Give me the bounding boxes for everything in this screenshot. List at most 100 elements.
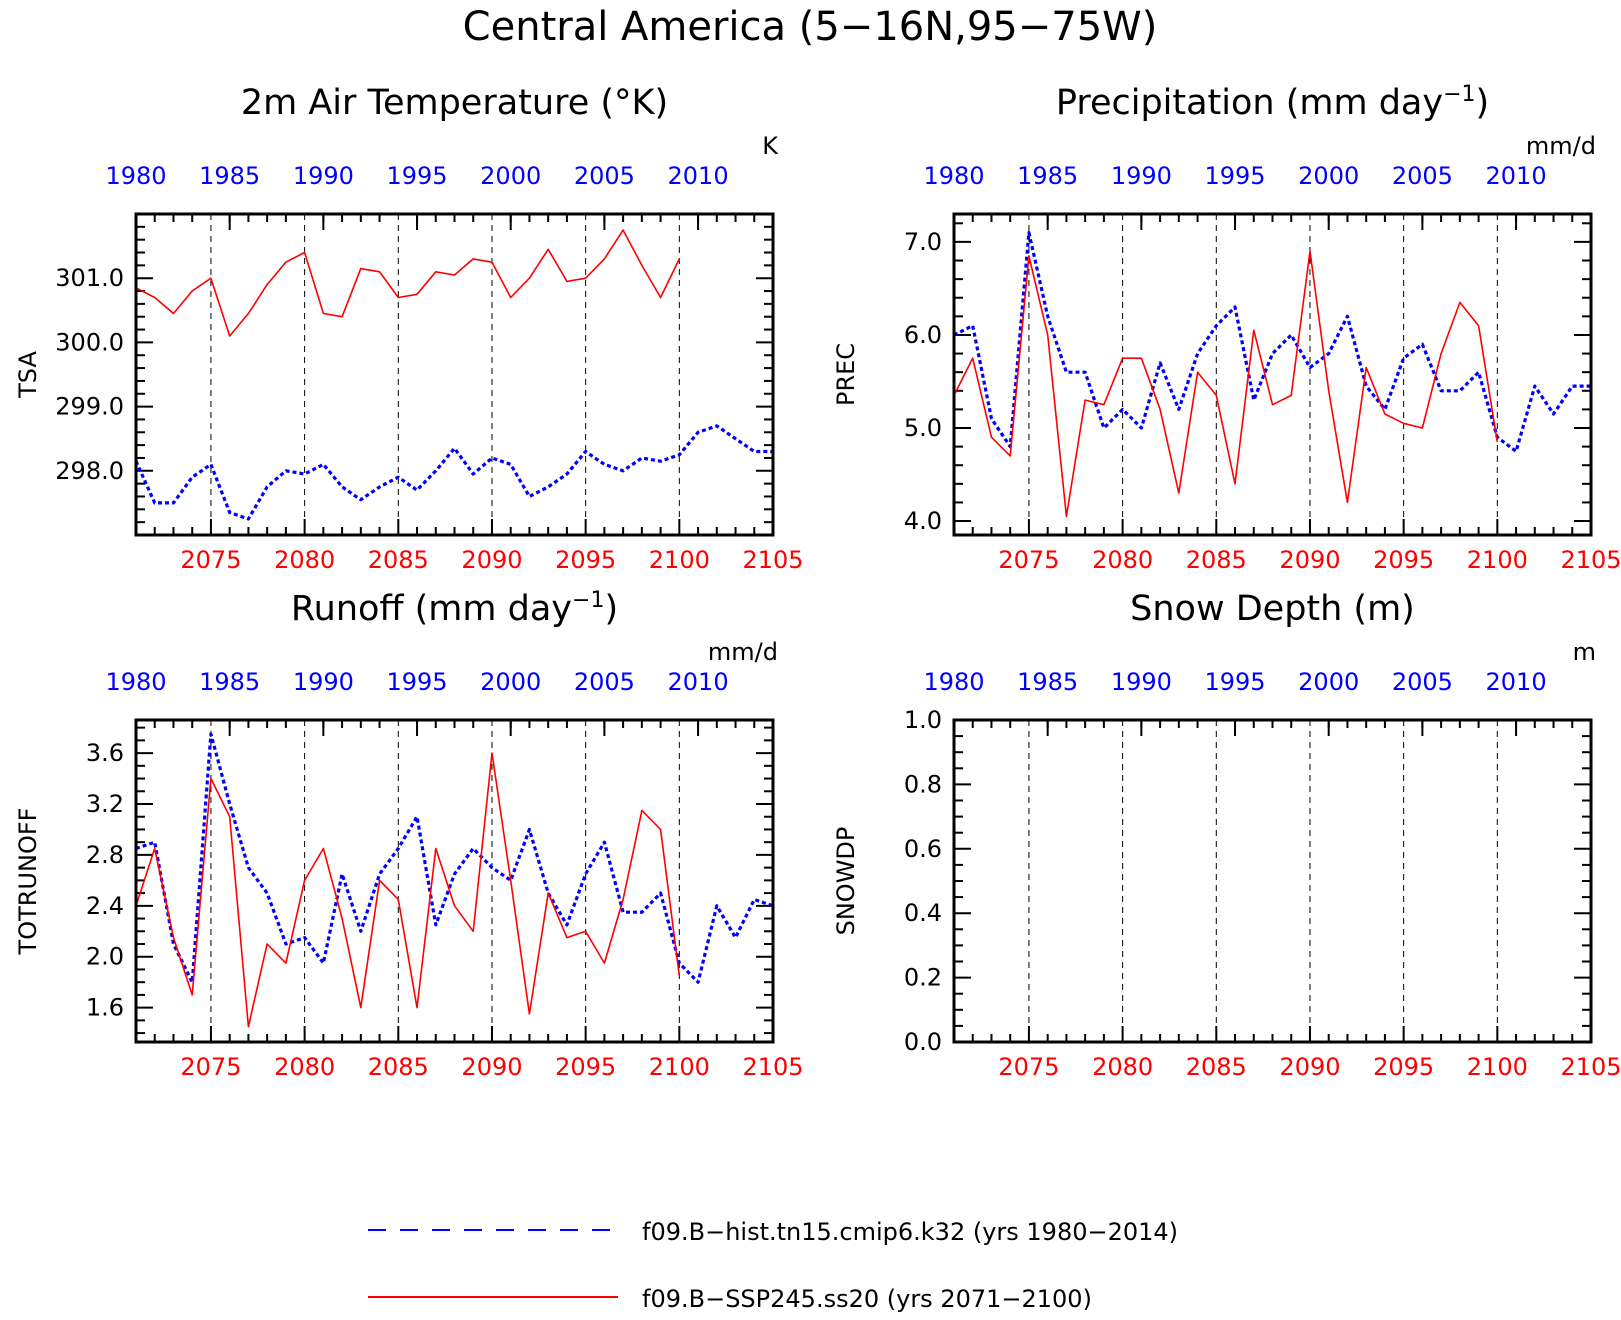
panel-snow: Snow Depth (m) m SNOWDP 2075 2080 2085 2090 209… bbox=[832, 589, 1621, 1081]
x-tick-label-top: 1980 bbox=[105, 668, 166, 696]
x-tick-label-top: 2005 bbox=[1392, 668, 1453, 696]
plot-frame bbox=[952, 718, 1593, 1044]
unit-label: K bbox=[762, 132, 779, 160]
x-tick-label-top: 1985 bbox=[199, 162, 260, 190]
panel-runoff: Runoff (mm day−1) mm/d TOTRUNOFF 2075 2080 20… bbox=[14, 588, 804, 1081]
y-axis-label: TSA bbox=[14, 351, 42, 399]
y-tick-label: 2.8 bbox=[86, 841, 124, 869]
legend-ssp-label: f09.B−SSP245.ss20 (yrs 2071−2100) bbox=[642, 1285, 1092, 1313]
x-tick-label-top: 1980 bbox=[105, 162, 166, 190]
x-tick-label-bottom: 2100 bbox=[649, 1053, 710, 1081]
x-tick-label-bottom: 2080 bbox=[274, 1053, 335, 1081]
unit-label: m bbox=[1573, 638, 1596, 666]
x-tick-label-top: 1990 bbox=[1111, 162, 1172, 190]
x-tick-label-top: 2000 bbox=[480, 668, 541, 696]
y-axis-label: SNOWDP bbox=[832, 827, 860, 936]
series-line-ssp bbox=[953, 250, 1499, 518]
y-tick-label: 0.8 bbox=[904, 770, 942, 798]
unit-label: mm/d bbox=[1526, 132, 1596, 160]
x-tick-label-bottom: 2095 bbox=[555, 546, 616, 574]
y-tick-label: 3.2 bbox=[86, 790, 124, 818]
y-tick-label: 2.0 bbox=[86, 943, 124, 971]
x-tick-label-bottom: 2090 bbox=[461, 1053, 522, 1081]
y-tick-label: 1.6 bbox=[86, 994, 124, 1022]
x-tick-label-bottom: 2085 bbox=[1186, 1053, 1247, 1081]
x-tick-label-top: 1990 bbox=[293, 162, 354, 190]
y-tick-label: 3.6 bbox=[86, 739, 124, 767]
x-tick-label-top: 2010 bbox=[1486, 668, 1547, 696]
x-tick-label-bottom: 2105 bbox=[742, 1053, 803, 1081]
x-tick-label-bottom: 2085 bbox=[368, 1053, 429, 1081]
x-tick-label-top: 2000 bbox=[480, 162, 541, 190]
plot-frame bbox=[134, 718, 775, 1044]
y-tick-label: 1.0 bbox=[904, 706, 942, 734]
y-tick-label: 5.0 bbox=[904, 414, 942, 442]
x-tick-label-bottom: 2090 bbox=[461, 546, 522, 574]
x-tick-label-top: 1990 bbox=[293, 668, 354, 696]
x-tick-label-top: 1980 bbox=[923, 162, 984, 190]
y-tick-label: 4.0 bbox=[904, 507, 942, 535]
panel-prec: Precipitation (mm day−1) mm/d PREC 2075 2080… bbox=[832, 82, 1621, 574]
x-tick-label-bottom: 2080 bbox=[1092, 1053, 1153, 1081]
panel-title: Runoff (mm day−1) bbox=[291, 588, 618, 629]
y-tick-label: 6.0 bbox=[904, 321, 942, 349]
y-tick-label: 0.4 bbox=[904, 899, 942, 927]
y-tick-label: 0.0 bbox=[904, 1028, 942, 1056]
panel-title: Precipitation (mm day−1) bbox=[1056, 82, 1489, 123]
x-tick-label-top: 1985 bbox=[199, 668, 260, 696]
x-tick-label-bottom: 2100 bbox=[1467, 546, 1528, 574]
y-tick-label: 301.0 bbox=[55, 264, 124, 292]
main-title: Central America (5−16N,95−75W) bbox=[463, 4, 1158, 50]
series-line-ssp bbox=[135, 752, 681, 1028]
x-tick-label-top: 2005 bbox=[1392, 162, 1453, 190]
x-tick-label-top: 1995 bbox=[1204, 162, 1265, 190]
y-axis-label: PREC bbox=[832, 343, 860, 406]
y-tick-label: 300.0 bbox=[55, 328, 124, 356]
x-tick-label-bottom: 2100 bbox=[649, 546, 710, 574]
plot-frame bbox=[134, 212, 775, 537]
x-tick-label-top: 2000 bbox=[1298, 162, 1359, 190]
x-tick-label-bottom: 2105 bbox=[742, 546, 803, 574]
y-tick-label: 2.4 bbox=[86, 892, 124, 920]
series-line-ssp bbox=[135, 229, 681, 337]
x-tick-label-bottom: 2105 bbox=[1560, 546, 1621, 574]
panel-title: Snow Depth (m) bbox=[1130, 589, 1415, 629]
y-tick-label: 0.2 bbox=[904, 964, 942, 992]
x-tick-label-bottom: 2090 bbox=[1279, 1053, 1340, 1081]
series-line-hist bbox=[135, 732, 774, 984]
x-tick-label-top: 2005 bbox=[574, 162, 635, 190]
x-tick-label-top: 1980 bbox=[923, 668, 984, 696]
x-tick-label-bottom: 2095 bbox=[555, 1053, 616, 1081]
legend-hist-label: f09.B−hist.tn15.cmip6.k32 (yrs 1980−2014… bbox=[642, 1218, 1178, 1246]
x-tick-label-top: 1990 bbox=[1111, 668, 1172, 696]
x-tick-label-top: 1985 bbox=[1017, 162, 1078, 190]
x-tick-label-bottom: 2105 bbox=[1560, 1053, 1621, 1081]
x-tick-label-bottom: 2090 bbox=[1279, 546, 1340, 574]
panel-title: 2m Air Temperature (°K) bbox=[241, 83, 668, 123]
x-tick-label-top: 1995 bbox=[386, 162, 447, 190]
x-tick-label-bottom: 2075 bbox=[180, 1053, 241, 1081]
x-tick-label-top: 2000 bbox=[1298, 668, 1359, 696]
x-tick-label-bottom: 2085 bbox=[368, 546, 429, 574]
x-tick-label-top: 1995 bbox=[1204, 668, 1265, 696]
x-tick-label-bottom: 2075 bbox=[180, 546, 241, 574]
y-tick-label: 0.6 bbox=[904, 835, 942, 863]
x-tick-label-bottom: 2075 bbox=[998, 1053, 1059, 1081]
x-tick-label-bottom: 2075 bbox=[998, 546, 1059, 574]
x-tick-label-top: 2010 bbox=[1486, 162, 1547, 190]
x-tick-label-top: 1985 bbox=[1017, 668, 1078, 696]
y-tick-label: 299.0 bbox=[55, 393, 124, 421]
x-tick-label-top: 2010 bbox=[668, 162, 729, 190]
plot-frame bbox=[952, 212, 1593, 537]
series-line-hist bbox=[134, 424, 773, 521]
unit-label: mm/d bbox=[708, 638, 778, 666]
x-tick-label-top: 2005 bbox=[574, 668, 635, 696]
x-tick-label-bottom: 2080 bbox=[274, 546, 335, 574]
x-tick-label-top: 2010 bbox=[668, 668, 729, 696]
legend: f09.B−hist.tn15.cmip6.k32 (yrs 1980−2014… bbox=[368, 1218, 1178, 1313]
x-tick-label-bottom: 2100 bbox=[1467, 1053, 1528, 1081]
x-tick-label-bottom: 2095 bbox=[1373, 1053, 1434, 1081]
y-tick-label: 298.0 bbox=[55, 457, 124, 485]
x-tick-label-bottom: 2095 bbox=[1373, 546, 1434, 574]
